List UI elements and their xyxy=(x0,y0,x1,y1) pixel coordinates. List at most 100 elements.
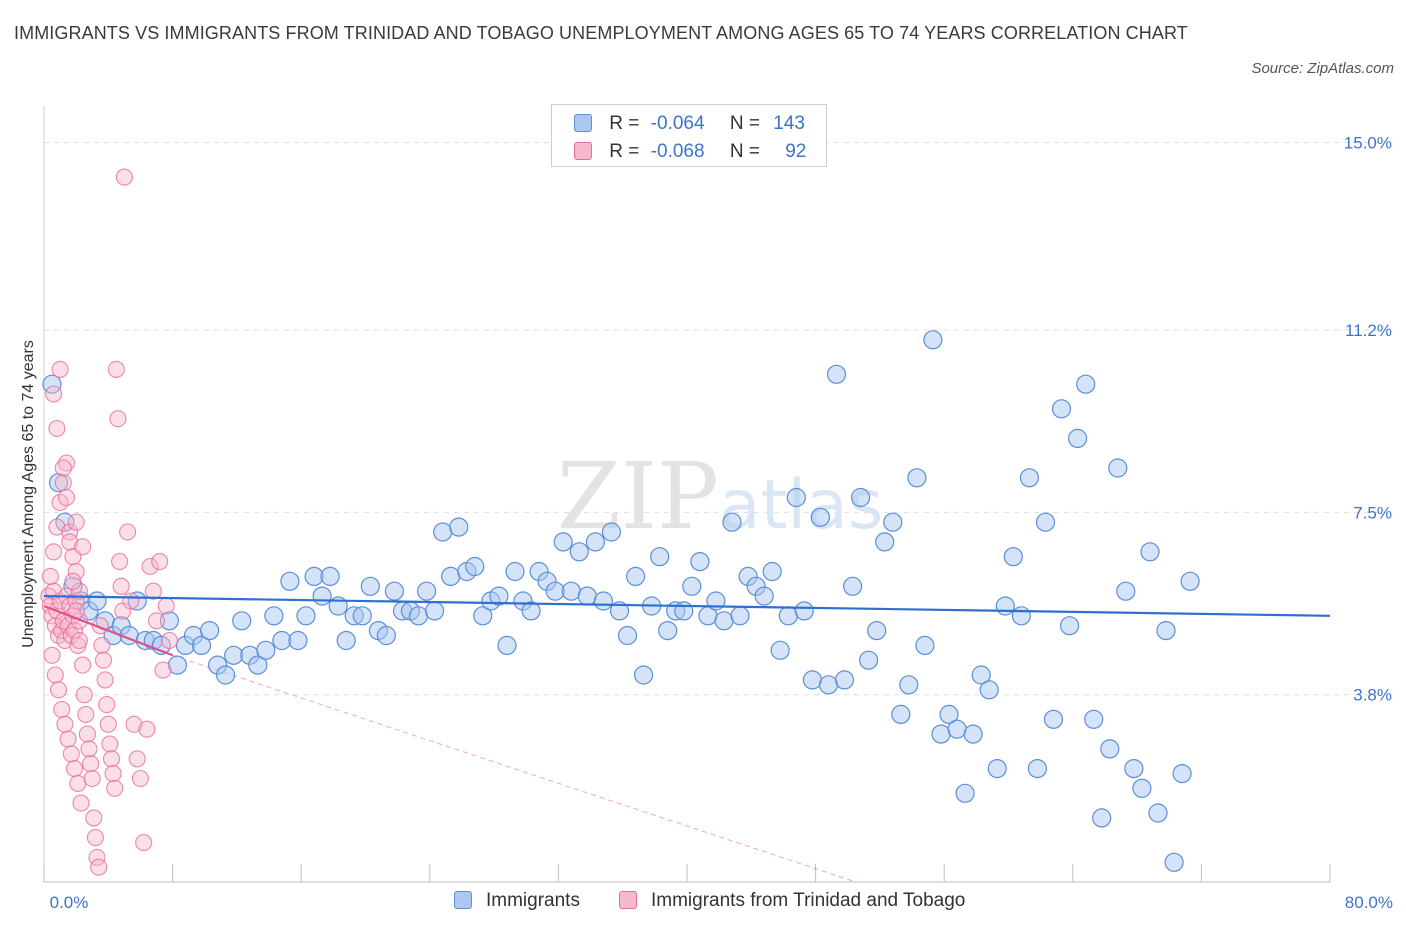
data-point-immigrants xyxy=(497,635,517,656)
data-point-trinidad xyxy=(99,715,117,733)
data-point-trinidad xyxy=(78,725,96,743)
data-point-immigrants xyxy=(947,719,967,739)
n-value: 143 xyxy=(773,113,805,134)
y-tick-label: 15.0% xyxy=(1344,134,1392,153)
data-point-immigrants xyxy=(682,576,702,596)
data-point-immigrants xyxy=(1011,606,1032,626)
legend-label: Immigrants xyxy=(486,890,580,911)
series-trinidad-tobago xyxy=(40,168,1331,876)
data-point-immigrants xyxy=(1019,468,1040,488)
data-point-trinidad xyxy=(96,671,114,689)
legend-row-immigrants: R = -0.064 N = 143 xyxy=(574,113,805,137)
legend-row-trinidad: R = -0.068 N = 92 xyxy=(574,141,806,165)
data-point-trinidad xyxy=(49,681,68,699)
data-point-immigrants xyxy=(818,675,839,695)
r-value: -0.068 xyxy=(650,141,705,162)
data-point-immigrants xyxy=(232,611,252,631)
data-point-trinidad xyxy=(83,769,101,788)
data-point-trinidad xyxy=(51,360,69,378)
data-point-immigrants xyxy=(1051,399,1072,419)
data-point-immigrants xyxy=(995,596,1015,616)
data-point-trinidad xyxy=(109,410,127,428)
data-point-immigrants xyxy=(794,601,814,621)
data-point-immigrants xyxy=(167,655,187,675)
data-point-immigrants xyxy=(762,561,782,582)
data-point-immigrants xyxy=(352,606,372,626)
data-point-trinidad xyxy=(144,582,162,600)
data-point-trinidad xyxy=(61,523,79,541)
data-point-immigrants xyxy=(633,665,654,685)
data-point-immigrants xyxy=(939,704,959,725)
data-point-trinidad xyxy=(70,631,88,650)
data-point-trinidad xyxy=(128,750,146,768)
data-point-immigrants xyxy=(850,487,871,508)
y-tick-label: 11.2% xyxy=(1345,321,1392,340)
legend-item-trinidad[interactable]: Immigrants from Trinidad and Tobago xyxy=(619,890,965,912)
data-point-trinidad xyxy=(74,656,92,674)
trend-line-trinidad xyxy=(43,604,173,657)
data-point-immigrants xyxy=(360,576,380,596)
data-point-immigrants xyxy=(296,606,316,626)
data-point-immigrants xyxy=(433,522,453,542)
data-point-immigrants xyxy=(931,724,951,744)
pink-swatch xyxy=(574,142,592,160)
data-point-trinidad xyxy=(65,760,84,778)
data-point-immigrants xyxy=(778,606,798,626)
data-point-immigrants xyxy=(248,655,268,675)
data-point-immigrants xyxy=(256,640,276,660)
data-point-trinidad xyxy=(86,829,104,847)
data-point-immigrants xyxy=(585,532,606,552)
data-point-trinidad xyxy=(69,774,87,792)
trend-line-trinidad-extension xyxy=(172,654,856,883)
data-point-immigrants xyxy=(1003,547,1023,567)
data-point-immigrants xyxy=(521,601,541,621)
data-point-immigrants xyxy=(1067,428,1088,448)
data-point-immigrants xyxy=(883,512,903,532)
data-point-trinidad xyxy=(147,612,166,630)
data-point-trinidad xyxy=(93,636,111,654)
data-point-immigrants xyxy=(770,640,790,660)
data-point-immigrants xyxy=(441,566,461,587)
data-point-immigrants xyxy=(473,606,493,626)
data-point-immigrants xyxy=(714,611,734,631)
data-point-immigrants xyxy=(1180,571,1200,591)
data-point-trinidad xyxy=(62,626,80,645)
data-point-trinidad xyxy=(57,454,76,472)
x-tick-label: 80.0% xyxy=(1345,893,1393,912)
data-point-trinidad xyxy=(119,523,137,541)
x-tick-label: 0.0% xyxy=(50,893,89,912)
blue-swatch xyxy=(454,891,472,909)
data-point-trinidad xyxy=(135,834,153,852)
data-point-trinidad xyxy=(56,715,74,733)
data-point-trinidad xyxy=(160,631,178,650)
data-point-immigrants xyxy=(625,566,646,587)
data-point-trinidad xyxy=(80,740,98,758)
data-point-trinidad xyxy=(141,557,159,576)
data-point-immigrants xyxy=(569,542,589,562)
trend-line-immigrants xyxy=(43,595,1331,617)
data-point-immigrants xyxy=(224,645,244,665)
legend-item-immigrants[interactable]: Immigrants xyxy=(454,890,580,912)
chart-title: IMMIGRANTS VS IMMIGRANTS FROM TRINIDAD A… xyxy=(14,23,1188,43)
data-point-trinidad xyxy=(45,385,63,403)
data-point-immigrants xyxy=(200,620,220,641)
series-immigrants xyxy=(42,330,1200,872)
data-point-immigrants xyxy=(417,581,437,601)
data-point-immigrants xyxy=(545,581,565,601)
data-point-immigrants xyxy=(191,635,212,656)
data-point-immigrants xyxy=(955,783,975,803)
data-point-trinidad xyxy=(98,696,116,714)
data-point-immigrants xyxy=(320,566,340,587)
data-point-trinidad xyxy=(57,488,76,507)
data-point-immigrants xyxy=(891,704,911,725)
data-point-immigrants xyxy=(1108,458,1128,478)
data-point-immigrants xyxy=(754,586,774,606)
data-point-immigrants xyxy=(1156,620,1176,641)
data-point-trinidad xyxy=(138,720,156,738)
data-point-immigrants xyxy=(384,581,404,601)
data-point-immigrants xyxy=(264,606,284,626)
data-point-trinidad xyxy=(125,715,143,733)
data-point-trinidad xyxy=(122,592,140,610)
data-point-immigrants xyxy=(1124,758,1144,779)
data-point-trinidad xyxy=(154,661,172,679)
